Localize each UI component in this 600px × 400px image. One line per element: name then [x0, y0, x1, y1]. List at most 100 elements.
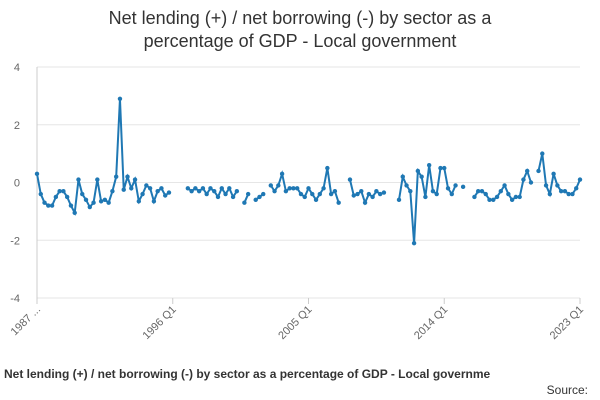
x-tick-label: 1996 Q1	[141, 304, 179, 342]
data-point	[129, 186, 134, 191]
data-point	[506, 191, 511, 197]
data-point	[321, 186, 326, 191]
data-point	[125, 174, 130, 179]
data-point	[317, 191, 323, 197]
data-point	[419, 174, 424, 179]
data-point	[408, 188, 413, 194]
data-point	[494, 194, 500, 200]
data-point	[132, 177, 138, 182]
y-tick-label: 0	[14, 178, 20, 190]
data-point	[113, 174, 119, 179]
data-point	[577, 177, 583, 182]
data-point	[227, 186, 232, 191]
data-point	[325, 165, 330, 171]
data-point	[268, 183, 273, 188]
data-point	[204, 191, 209, 197]
data-point	[362, 200, 368, 205]
data-point	[193, 186, 198, 191]
data-point	[479, 188, 485, 194]
data-point	[551, 171, 556, 177]
data-point	[442, 165, 447, 171]
data-point	[272, 188, 277, 194]
data-point	[287, 186, 292, 191]
data-point	[513, 194, 519, 200]
data-point	[87, 204, 92, 210]
data-point	[528, 180, 534, 185]
data-point	[426, 162, 432, 168]
data-point	[430, 188, 436, 194]
data-point	[472, 194, 477, 200]
data-point	[404, 183, 409, 188]
data-point	[370, 194, 375, 200]
data-point	[151, 199, 157, 204]
data-point	[38, 191, 43, 197]
data-point	[438, 165, 443, 171]
x-tick-label: 2023 Q1	[548, 304, 586, 342]
data-point	[61, 188, 66, 194]
data-point	[215, 194, 221, 200]
data-point	[57, 188, 62, 194]
data-point	[223, 191, 228, 197]
data-point	[189, 188, 194, 194]
data-point	[543, 183, 549, 188]
data-point	[574, 186, 579, 191]
data-point	[525, 168, 530, 174]
data-point	[359, 188, 364, 194]
footer-title: Net lending (+) / net borrowing (-) by s…	[4, 367, 491, 381]
x-tick-label: 2014 Q1	[412, 304, 450, 342]
data-point	[298, 191, 304, 197]
data-point	[98, 199, 104, 204]
data-point	[487, 197, 492, 203]
data-point	[566, 191, 571, 197]
data-point	[306, 186, 311, 191]
data-point	[294, 186, 300, 191]
x-tick-label: 2005 Q1	[276, 304, 314, 342]
data-point	[95, 177, 100, 182]
data-point	[257, 194, 262, 200]
data-point	[460, 184, 466, 190]
data-point	[381, 190, 387, 195]
data-point	[106, 200, 111, 205]
data-point	[415, 168, 421, 174]
data-point	[434, 191, 439, 197]
x-tick-label: 1987 ...	[9, 304, 43, 338]
data-point	[245, 191, 251, 197]
data-point	[212, 188, 217, 194]
data-point	[34, 171, 40, 177]
y-tick-label: 4	[14, 62, 20, 74]
data-point	[72, 210, 77, 216]
data-point	[208, 186, 213, 191]
data-point	[219, 186, 224, 191]
data-point	[483, 191, 488, 197]
data-point	[64, 194, 70, 200]
data-point	[423, 194, 428, 200]
data-point	[136, 199, 142, 204]
data-point	[49, 203, 55, 208]
data-point	[521, 177, 526, 182]
y-tick-label: -2	[10, 235, 20, 247]
data-point	[536, 168, 541, 174]
data-point	[46, 203, 51, 208]
data-point	[200, 186, 206, 191]
data-point	[242, 200, 247, 205]
data-point	[355, 191, 360, 197]
data-point	[163, 193, 168, 198]
data-point	[91, 200, 96, 205]
series-line	[36, 98, 581, 244]
data-point	[279, 171, 285, 177]
data-point	[166, 190, 172, 195]
data-point	[336, 200, 341, 205]
data-point	[491, 197, 496, 203]
data-point	[147, 186, 153, 191]
data-point	[555, 183, 560, 188]
data-point	[68, 203, 74, 208]
data-point	[540, 151, 545, 156]
data-point	[159, 186, 164, 191]
data-point	[155, 188, 160, 194]
data-point	[558, 188, 564, 194]
y-tick-label: -4	[10, 293, 20, 305]
chart-subtitle: percentage of GDP - Local government	[144, 31, 457, 51]
data-point	[475, 188, 481, 194]
data-point	[283, 188, 289, 194]
source: Source:	[547, 383, 588, 397]
